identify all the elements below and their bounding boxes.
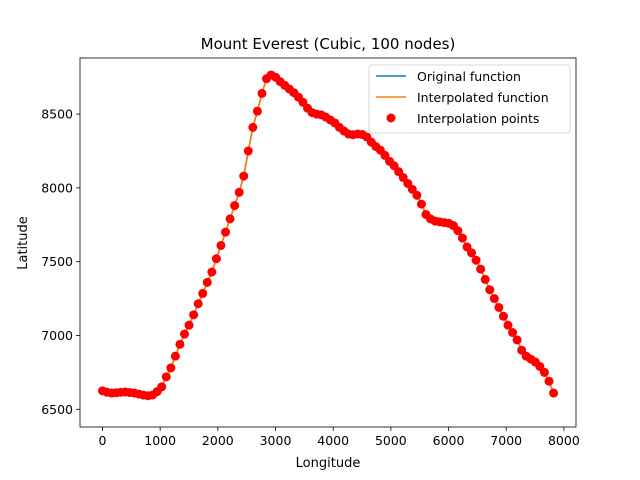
interpolation-point	[549, 388, 559, 398]
y-tick-label: 6500	[41, 402, 73, 417]
interpolation-point	[467, 248, 477, 258]
interpolation-point	[539, 367, 549, 377]
x-tick-label: 7000	[490, 433, 522, 448]
chart-title: Mount Everest (Cubic, 100 nodes)	[201, 35, 456, 53]
legend-label-original: Original function	[417, 69, 521, 84]
interpolation-point	[239, 171, 249, 181]
interpolation-point	[485, 285, 495, 295]
interpolation-point	[257, 88, 267, 98]
legend-label-points: Interpolation points	[417, 111, 539, 126]
interpolation-point	[193, 299, 203, 309]
interpolation-point	[184, 320, 194, 330]
interpolation-point	[170, 351, 180, 361]
interpolation-point	[189, 310, 199, 320]
interpolation-point	[161, 372, 171, 382]
interpolation-point	[512, 335, 522, 345]
x-tick-label: 6000	[433, 433, 465, 448]
interpolation-point	[243, 146, 253, 156]
y-tick-label: 8000	[41, 180, 73, 195]
interpolation-point	[457, 233, 467, 243]
interpolation-point	[225, 214, 235, 224]
interpolation-point	[508, 328, 518, 338]
interpolation-point	[166, 363, 176, 373]
interpolation-point	[175, 339, 185, 349]
x-axis: 0 1000 2000 3000 4000 5000 6000 7000 8000	[99, 427, 580, 448]
x-tick-label: 0	[99, 433, 107, 448]
plot-area	[97, 70, 559, 401]
interpolation-point	[471, 255, 481, 265]
interpolation-point	[211, 254, 221, 264]
y-tick-label: 7000	[41, 328, 73, 343]
legend: Original function Interpolated function …	[368, 64, 571, 134]
interpolation-point	[480, 274, 490, 284]
interpolation-point	[503, 320, 513, 330]
interpolation-point	[248, 122, 258, 132]
interpolation-point	[252, 106, 262, 116]
y-axis: 6500 7000 7500 8000 8500	[41, 107, 80, 417]
interpolation-point	[412, 190, 422, 200]
interpolation-point	[157, 382, 167, 392]
interpolation-point	[494, 302, 504, 312]
y-tick-label: 7500	[41, 254, 73, 269]
interpolation-point	[198, 288, 208, 298]
legend-swatch-points	[386, 113, 396, 123]
interpolation-point	[234, 187, 244, 197]
interpolation-point	[180, 329, 190, 339]
y-axis-label: Latitude	[16, 216, 31, 270]
interpolation-point	[476, 264, 486, 274]
interpolation-point	[416, 199, 426, 209]
interpolation-point	[221, 227, 231, 237]
axes-frame	[79, 57, 577, 428]
interpolation-point	[544, 376, 554, 386]
interpolation-point	[230, 201, 240, 211]
interpolation-point	[216, 240, 226, 250]
x-tick-label: 3000	[260, 433, 292, 448]
x-tick-label: 1000	[144, 433, 176, 448]
interpolation-point	[207, 267, 217, 277]
x-tick-label: 8000	[548, 433, 580, 448]
interpolation-point	[453, 226, 463, 236]
interpolation-point	[498, 311, 508, 321]
x-tick-label: 5000	[375, 433, 407, 448]
legend-label-interpolated: Interpolated function	[417, 90, 549, 105]
x-axis-label: Longitude	[296, 456, 361, 471]
x-tick-label: 2000	[202, 433, 234, 448]
x-tick-label: 4000	[317, 433, 349, 448]
legend-box	[368, 64, 571, 134]
y-tick-label: 8500	[41, 107, 73, 122]
interpolation-point	[489, 294, 499, 304]
interpolation-point	[202, 277, 212, 287]
